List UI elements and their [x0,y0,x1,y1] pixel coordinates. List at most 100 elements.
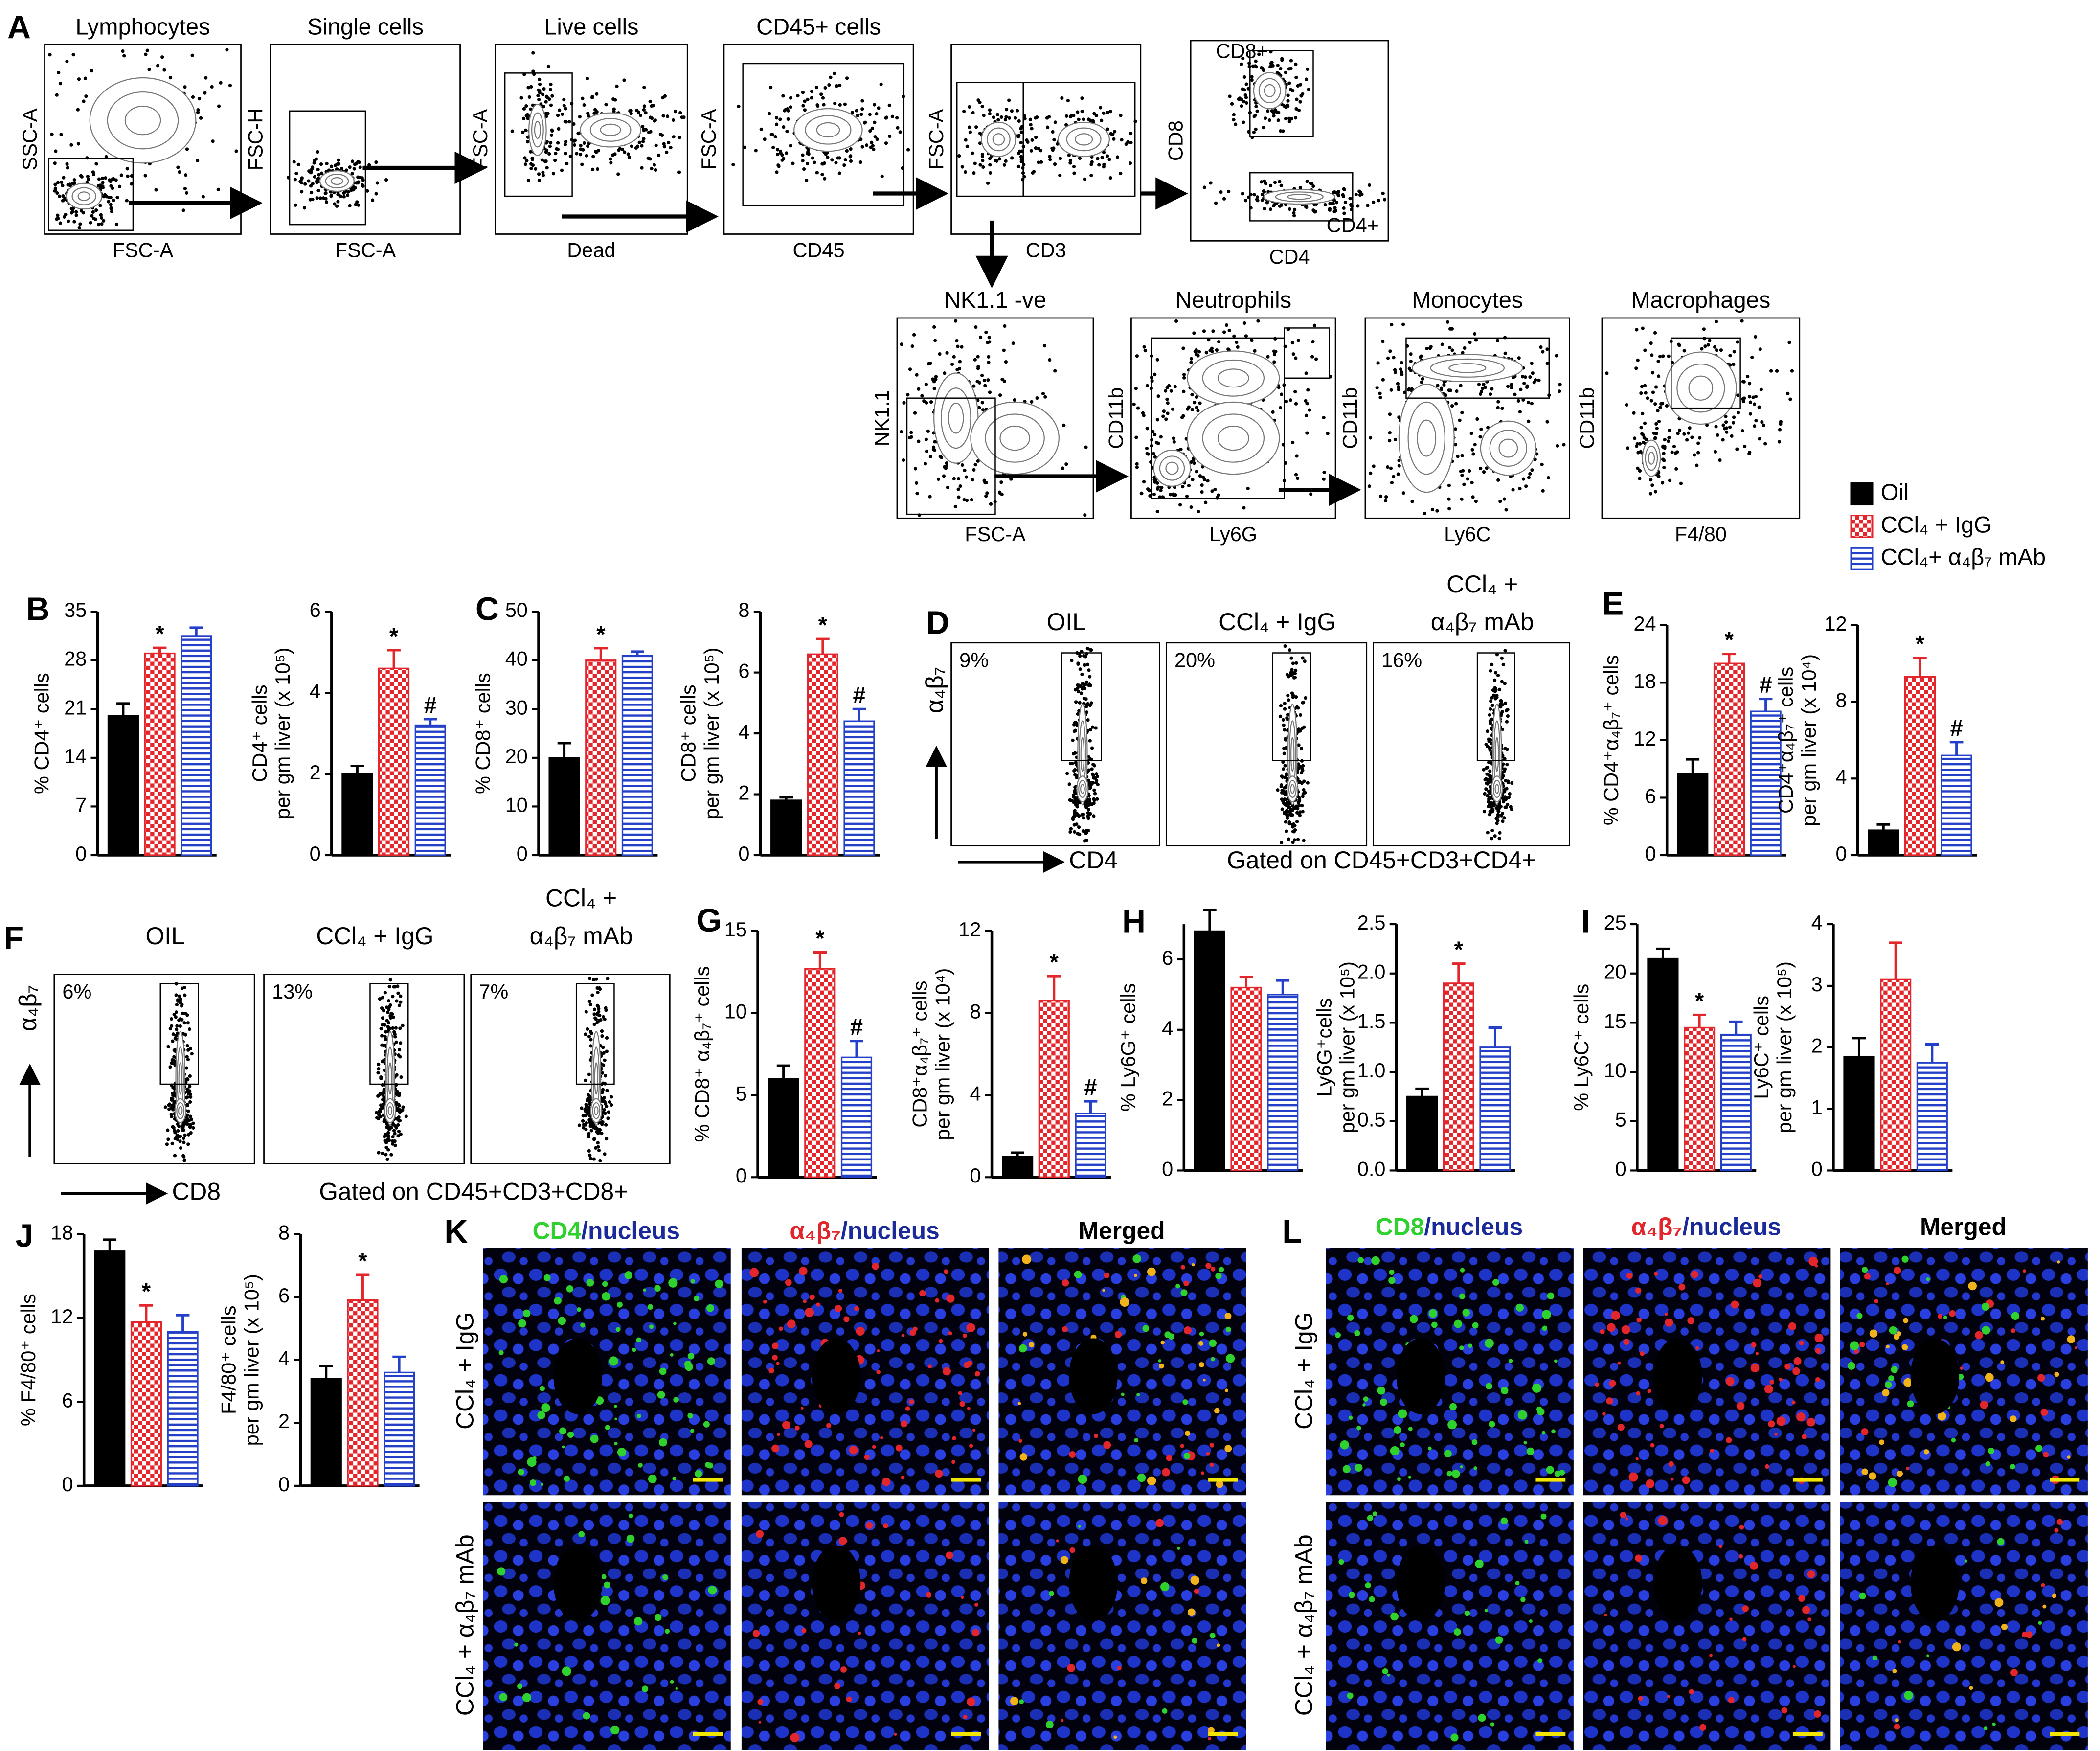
event-dot [1256,319,1260,323]
event-dot [1456,455,1460,458]
event-dot [971,111,975,115]
event-dot [677,170,681,174]
event-dot [1378,395,1382,400]
event-dot [74,210,78,214]
event-dot [1558,383,1562,387]
event-dot [199,116,203,120]
event-dot [1459,469,1463,474]
event-dot [629,112,633,115]
event-dot [1410,500,1414,503]
event-dot [925,401,928,405]
event-dot [1291,661,1295,665]
event-dot [1023,117,1027,121]
event-dot [1289,59,1293,63]
event-dot [1504,508,1508,512]
event-dot [989,502,993,506]
event-dot [925,449,929,454]
event-dot [1102,150,1106,154]
event-dot [1119,171,1123,176]
event-dot [613,152,617,156]
event-dot [1093,792,1097,796]
event-dot [1292,211,1296,215]
event-dot [920,394,924,398]
plot-title: CCl₄ + IgG [1219,608,1336,636]
event-dot [234,149,238,153]
event-dot [587,1132,591,1136]
event-dot [1058,173,1062,178]
event-dot [1724,420,1728,424]
event-dot [1153,432,1157,436]
event-dot [225,48,229,52]
event-dot [125,167,129,171]
contour [1495,737,1499,772]
signal-dot [938,1339,943,1343]
event-dot [333,163,337,167]
contour [178,1106,183,1115]
signal-dot [633,1617,643,1626]
event-dot [1217,340,1221,344]
event-dot [1015,109,1019,113]
event-dot [527,95,531,99]
event-dot [1484,787,1488,791]
event-dot [183,85,187,89]
event-dot [1460,410,1464,414]
y-axis-label: FSC-H [244,109,267,171]
event-dot [185,1119,189,1123]
event-dot [1280,392,1284,396]
event-dot [1479,427,1483,431]
event-dot [1107,158,1111,161]
event-dot [554,152,558,156]
event-dot [1309,492,1313,496]
event-dot [932,445,936,449]
event-dot [587,114,590,118]
signal-dot [562,1445,565,1449]
signal-dot [905,1406,910,1411]
event-dot [1482,470,1486,474]
event-dot [174,993,178,997]
event-dot [71,182,75,185]
event-dot [1086,683,1090,687]
event-dot [877,106,881,110]
event-dot [1075,802,1079,806]
event-dot [1153,372,1157,376]
event-dot [381,1091,385,1095]
event-dot [179,997,182,1001]
event-dot [662,142,666,146]
event-dot [109,180,113,183]
event-dot [1397,415,1401,419]
signal-dot [617,1448,627,1457]
signal-dot [901,1476,905,1480]
event-dot [1661,457,1665,461]
event-dot [1166,401,1170,405]
event-dot [1460,473,1464,478]
event-dot [1753,335,1758,339]
event-dot [837,171,841,175]
event-dot [1562,443,1566,447]
event-dot [521,130,525,134]
event-dot [933,339,937,342]
event-dot [182,1159,186,1162]
contour [594,1062,599,1095]
event-dot [66,183,70,187]
event-dot [182,985,186,990]
gate [1284,327,1330,379]
event-dot [988,157,992,160]
event-dot [1535,452,1539,456]
event-dot [988,112,992,116]
event-dot [835,84,839,88]
event-dot [656,153,661,158]
event-dot [957,154,961,158]
event-dot [775,170,779,174]
event-dot [323,191,327,195]
event-dot [381,996,384,1000]
event-dot [1545,362,1549,365]
event-dot [1507,796,1511,799]
event-dot [673,110,677,114]
percent-label: 9% [959,648,989,671]
event-dot [171,1086,175,1090]
event-dot [179,1001,182,1004]
event-dot [1732,415,1736,419]
event-dot [1636,358,1640,362]
event-dot [1250,75,1254,79]
event-dot [960,165,964,169]
